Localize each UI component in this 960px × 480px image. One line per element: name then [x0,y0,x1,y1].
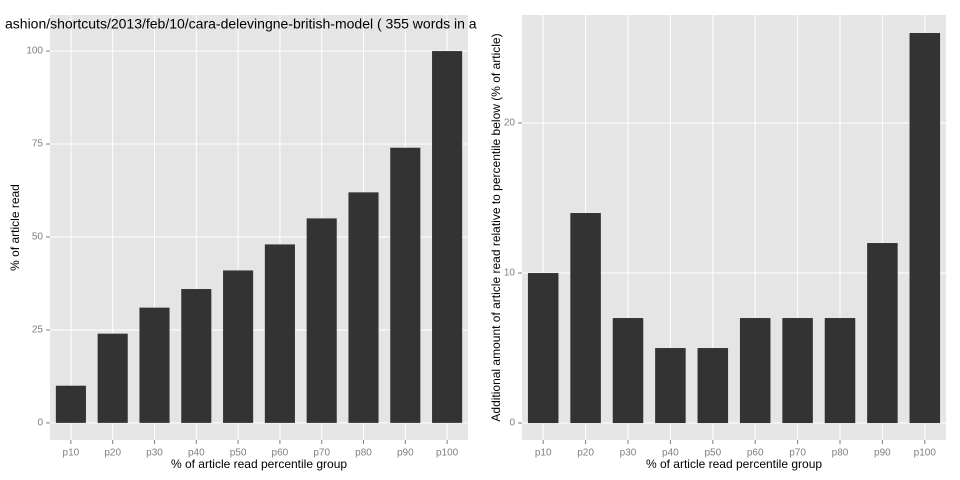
x-tick-label: p70 [789,448,806,459]
x-tick-label: p40 [662,448,679,459]
bar [867,243,898,424]
x-tick-label: p20 [104,448,121,459]
bar [432,51,463,423]
bar [97,333,128,423]
bar [264,244,295,423]
x-tick-label: p90 [874,448,891,459]
bar [55,385,86,423]
bar [181,289,212,423]
y-axis-label: Additional amount of article read relati… [489,33,503,421]
bar [824,318,856,424]
x-axis-label: % of article read percentile group [171,457,347,471]
bar [390,147,421,423]
bar [697,348,729,424]
chart-title: ashion/shortcuts/2013/feb/10/cara-delevi… [5,16,477,32]
x-tick-label: p80 [832,448,849,459]
x-tick-label: p100 [436,448,459,459]
y-tick-label: 50 [32,232,44,243]
x-tick-label: p20 [577,448,594,459]
y-tick-label: 10 [504,268,516,279]
y-axis-label: % of article read [8,184,22,271]
x-tick-label: p50 [704,448,721,459]
bar [306,218,337,423]
bar [139,307,170,423]
x-axis-label: % of article read percentile group [646,457,822,471]
bar [223,270,254,423]
x-tick-label: p10 [63,448,80,459]
x-tick-label: p80 [355,448,372,459]
bar [739,318,771,424]
y-tick-label: 20 [504,118,516,129]
x-tick-label: p100 [914,448,937,459]
x-tick-label: p70 [313,448,330,459]
bar [909,33,941,424]
y-tick-label: 25 [32,325,44,336]
x-tick-label: p50 [230,448,247,459]
bar [348,192,379,423]
y-tick-label: 100 [26,46,43,57]
bar [570,213,601,424]
y-tick-label: 0 [509,418,515,429]
x-tick-label: p10 [535,448,552,459]
x-tick-label: p40 [188,448,205,459]
x-tick-label: p30 [620,448,637,459]
x-tick-label: p30 [146,448,163,459]
x-tick-label: p90 [397,448,414,459]
x-tick-label: p60 [747,448,764,459]
bar [612,318,644,424]
bar [655,348,686,424]
bar [527,273,559,424]
bar [782,318,813,424]
x-tick-label: p60 [272,448,289,459]
y-tick-label: 0 [37,418,43,429]
y-tick-label: 75 [32,139,44,150]
